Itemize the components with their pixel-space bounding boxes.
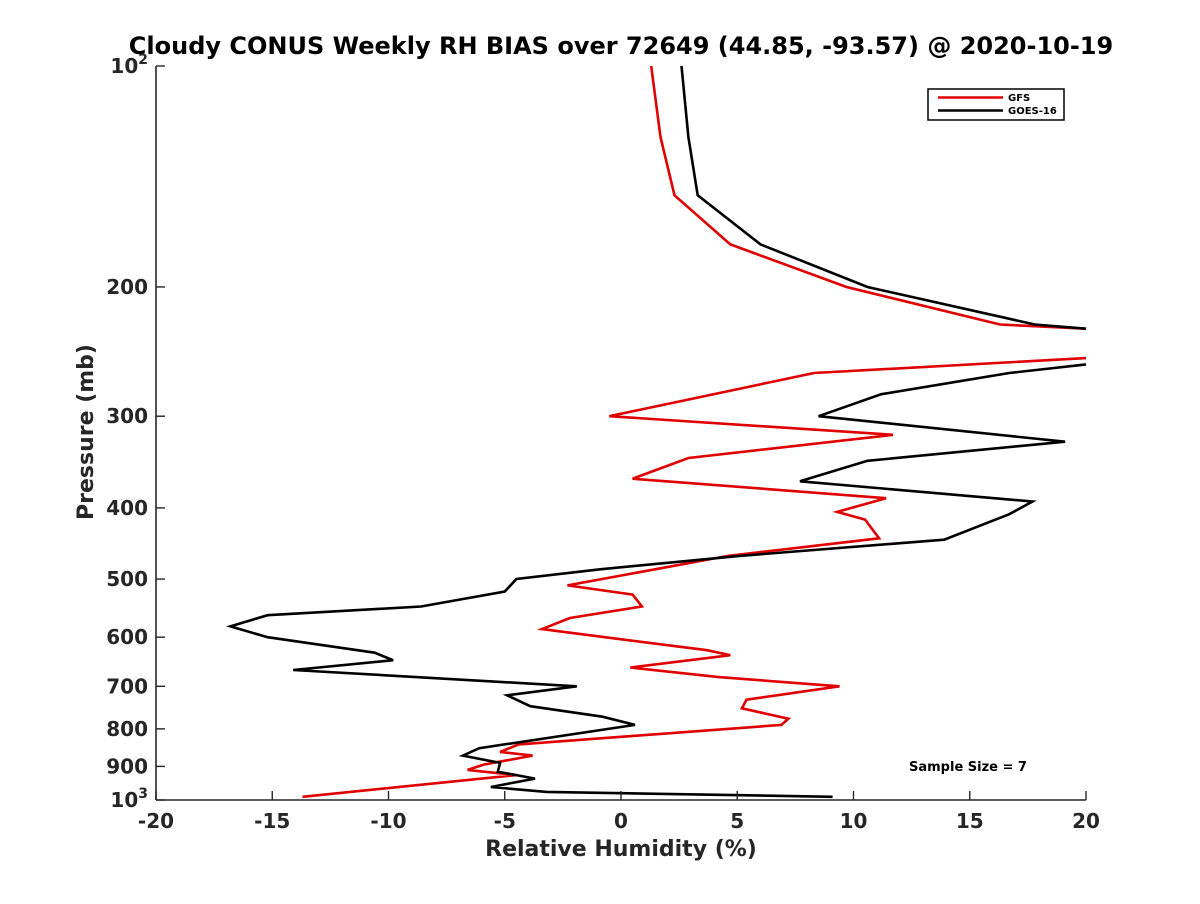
y-tick-exponent: 2 [138,52,148,68]
x-tick-label: 0 [614,809,628,833]
y-tick-label: 500 [106,567,148,591]
legend-label-goes16: GOES-16 [1008,106,1057,117]
legend-box [927,88,1065,121]
y-tick-label: 200 [106,275,148,299]
x-axis-label: Relative Humidity (%) [485,837,757,862]
x-tick-label: 15 [956,809,984,833]
y-tick-exponent: 3 [138,786,148,802]
x-tick-label: -20 [138,809,174,833]
x-tick-label: 20 [1072,809,1100,833]
y-tick-label: 400 [106,496,148,520]
series-layer [225,65,1087,799]
y-tick-label: 300 [106,404,148,428]
y-axis-label: Pressure (mb) [74,344,99,520]
x-tick-label: -15 [254,809,290,833]
x-tick-label: -10 [370,809,406,833]
x-tick-label: 10 [840,809,868,833]
x-tick-label: -5 [494,809,516,833]
legend-label-gfs: GFS [1008,93,1030,104]
x-tick-label: 5 [730,809,744,833]
legend: GFS GOES-16 [927,88,1065,121]
y-tick-label: 900 [106,754,148,778]
chart-title: Cloudy CONUS Weekly RH BIAS over 72649 (… [129,32,1113,60]
y-tick-label: 800 [106,717,148,741]
series-line-gfs [302,65,1087,799]
series-line-goes16 [225,65,1087,799]
y-tick-label: 600 [106,625,148,649]
y-tick-label: 700 [106,674,148,698]
sample-size-annotation: Sample Size = 7 [909,760,1027,775]
